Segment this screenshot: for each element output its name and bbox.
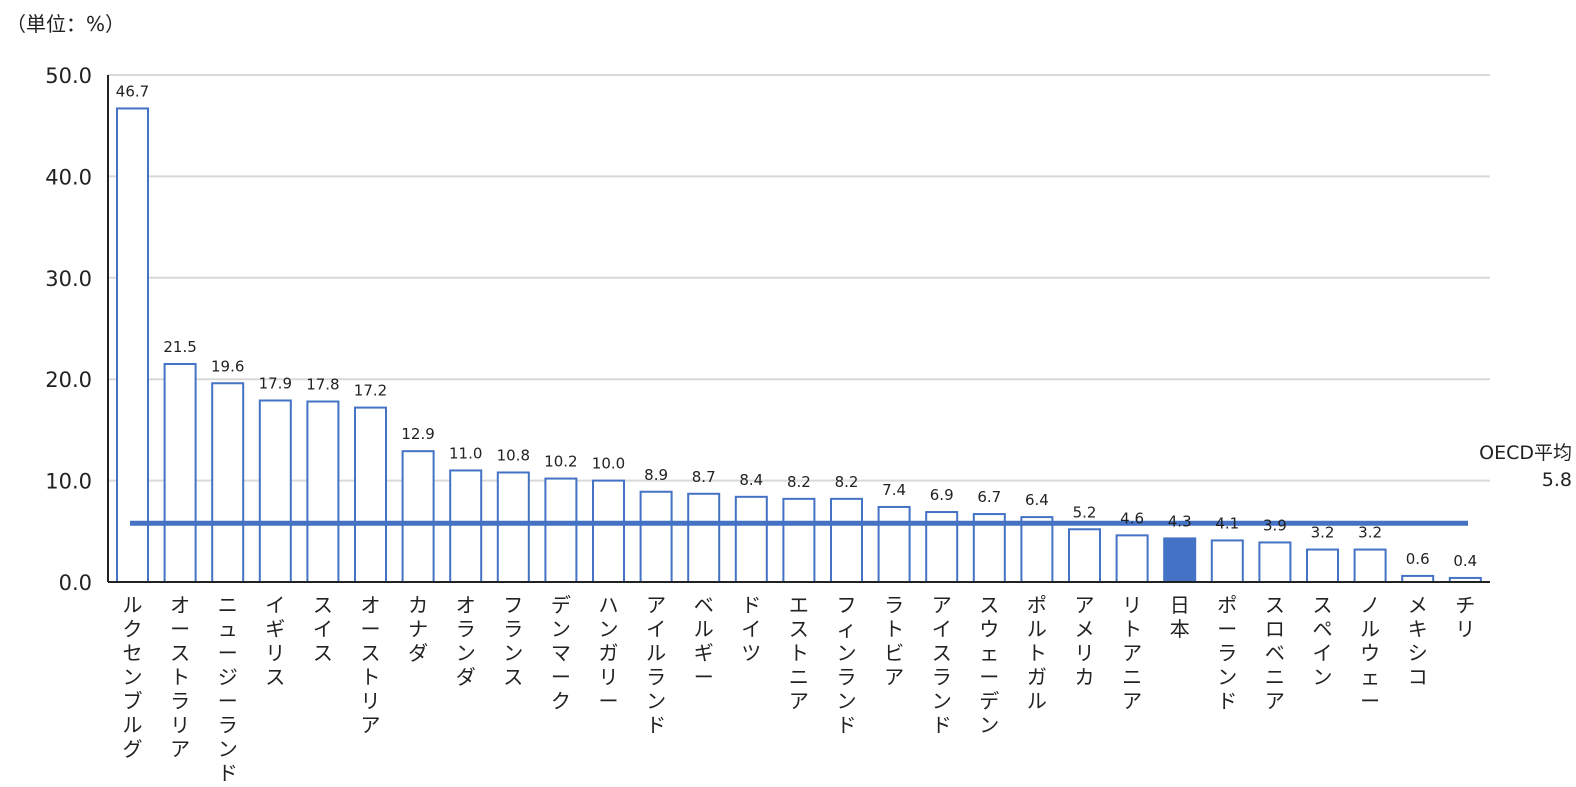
bar xyxy=(639,490,673,583)
axes xyxy=(107,75,1490,583)
bar xyxy=(1353,548,1387,583)
bar-value-label: 46.7 xyxy=(116,82,149,100)
bar-value-label: 8.7 xyxy=(692,468,716,486)
bar-value-label: 8.2 xyxy=(787,473,811,491)
bar xyxy=(211,382,245,584)
x-category-label: スロベニア xyxy=(1265,593,1285,713)
x-category-label: ドイツ xyxy=(741,593,761,665)
bar xyxy=(354,406,387,584)
x-category-label: アイルランド xyxy=(646,593,666,737)
bar-value-label: 7.4 xyxy=(882,481,906,499)
bar-value-label: 17.8 xyxy=(306,376,339,394)
bar xyxy=(830,497,863,583)
bar-highlight xyxy=(1163,537,1197,584)
x-category-label: エストニア xyxy=(789,593,809,713)
bar-value-label: 4.3 xyxy=(1168,512,1192,530)
bar xyxy=(734,495,768,584)
x-category-label: 日本 xyxy=(1170,593,1190,641)
bar xyxy=(116,107,149,583)
y-tick-label: 30.0 xyxy=(45,267,92,291)
bar xyxy=(1115,534,1149,584)
x-category-label: スイス xyxy=(313,593,333,665)
bar-value-label: 10.8 xyxy=(497,446,530,464)
x-category-label: ラトビア xyxy=(884,593,904,689)
x-category-label: オランダ xyxy=(456,593,476,689)
average-value-text: 5.8 xyxy=(1541,469,1572,491)
y-tick-label: 50.0 xyxy=(45,64,92,88)
bar-value-label: 5.2 xyxy=(1073,503,1097,521)
bar-value-label: 10.2 xyxy=(544,453,577,471)
x-category-label: ニュージーランド xyxy=(218,593,238,785)
x-category-label: イギリス xyxy=(265,593,285,689)
bar xyxy=(1210,539,1244,584)
average-label: OECD平均 5.8 xyxy=(1479,440,1572,494)
bar-value-label: 6.7 xyxy=(977,488,1001,506)
bar-value-label: 3.2 xyxy=(1358,524,1382,542)
average-label-text: OECD平均 xyxy=(1479,442,1572,464)
bar xyxy=(1258,541,1292,583)
x-category-label: ルクセンブルグ xyxy=(123,593,143,761)
bar-value-label: 10.0 xyxy=(592,455,625,473)
bar-value-label: 3.9 xyxy=(1263,516,1287,534)
bar-value-label: 8.4 xyxy=(739,471,763,489)
x-category-label: スペイン xyxy=(1313,593,1333,689)
bar-value-label: 0.4 xyxy=(1453,552,1477,570)
bar xyxy=(449,469,483,583)
bar xyxy=(1068,528,1101,583)
bar xyxy=(1306,548,1339,583)
x-category-label: フィンランド xyxy=(837,593,857,737)
bar-value-label: 17.2 xyxy=(354,382,387,400)
x-category-label: アイスランド xyxy=(932,593,952,737)
x-category-label: ハンガリー xyxy=(599,593,619,713)
x-category-label: リトアニア xyxy=(1122,593,1142,713)
bar-value-label: 8.2 xyxy=(835,473,859,491)
bar-value-label: 21.5 xyxy=(163,338,196,356)
x-category-label: ベルギー xyxy=(694,593,714,689)
x-category-label: メキシコ xyxy=(1408,593,1428,689)
bar-value-label: 12.9 xyxy=(401,425,434,443)
x-category-label: アメリカ xyxy=(1075,593,1095,689)
x-category-label: ポーランド xyxy=(1217,593,1237,713)
bar-value-label: 8.9 xyxy=(644,466,668,484)
bar-value-label: 19.6 xyxy=(211,357,244,375)
y-tick-label: 0.0 xyxy=(59,571,92,595)
unit-label: （単位：%） xyxy=(6,12,126,36)
x-category-label: デンマーク xyxy=(551,593,571,713)
bar xyxy=(877,505,911,583)
bar-value-label: 17.9 xyxy=(259,374,292,392)
x-category-label: ノルウェー xyxy=(1360,593,1380,713)
bar xyxy=(306,400,340,583)
bar-value-label: 11.0 xyxy=(449,444,482,462)
y-tick-label: 20.0 xyxy=(45,368,92,392)
bar xyxy=(544,477,578,583)
x-category-label: フランス xyxy=(503,593,523,689)
labels: 0.0 10.0 20.0 30.0 40.0 50.0 46.7 ルクセンブルグ 21.5 オー… xyxy=(45,64,1477,785)
bar-value-label: 6.9 xyxy=(930,486,954,504)
x-category-label: オーストリア xyxy=(361,593,381,737)
x-category-label: スウェーデン xyxy=(979,593,999,737)
x-category-label: オーストラリア xyxy=(170,593,190,761)
x-category-label: カナダ xyxy=(408,593,428,665)
bar xyxy=(496,471,530,584)
bar xyxy=(782,497,816,583)
bar-value-label: 3.2 xyxy=(1311,524,1335,542)
bar xyxy=(163,362,197,583)
bar-value-label: 4.6 xyxy=(1120,509,1144,527)
bar xyxy=(1020,516,1054,583)
bar-value-label: 4.1 xyxy=(1215,514,1239,532)
bar xyxy=(687,492,721,584)
bar-value-label: 6.4 xyxy=(1025,491,1049,509)
bar xyxy=(401,450,435,583)
bar-value-label: 0.6 xyxy=(1406,550,1430,568)
bars xyxy=(116,107,1482,584)
y-tick-label: 40.0 xyxy=(45,165,92,189)
x-category-label: チリ xyxy=(1455,593,1475,641)
bar xyxy=(592,479,625,584)
bar xyxy=(258,399,292,583)
y-tick-label: 10.0 xyxy=(45,470,92,494)
x-category-label: ポルトガル xyxy=(1027,593,1047,713)
